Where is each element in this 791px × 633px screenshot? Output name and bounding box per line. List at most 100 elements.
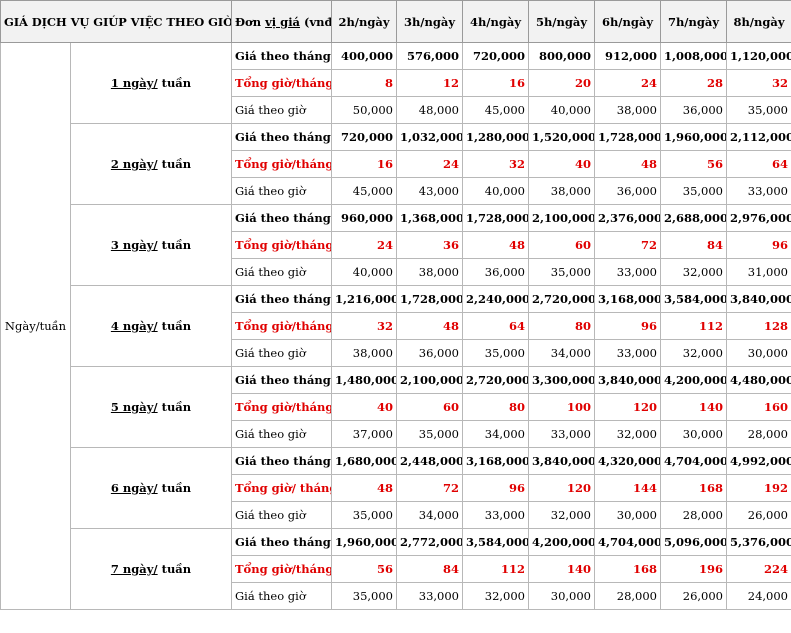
table-cell: 2,376,000 xyxy=(594,204,661,232)
row-label: Giá theo giờ xyxy=(231,501,332,529)
row-label: Giá theo tháng xyxy=(231,204,332,232)
table-cell: 1,680,000 xyxy=(331,447,397,475)
table-cell: 35,000 xyxy=(331,501,397,529)
hourly-price-row: Giá theo giờ 35,000 34,000 33,000 32,000 30,0… xyxy=(1,501,791,529)
table-cell: 168 xyxy=(660,474,727,502)
table-cell: 16 xyxy=(462,69,529,97)
col-header: 7h/ngày xyxy=(660,0,727,43)
hourly-price-row: Giá theo giờ 35,000 33,000 32,000 30,000 28,0… xyxy=(1,582,791,610)
monthly-price-row: 4 ngày/ tuần Giá theo tháng 1,216,000 1,728… xyxy=(1,285,791,367)
table-cell: 36 xyxy=(396,231,463,259)
days-per-week-label: 3 ngày/ tuần xyxy=(70,204,232,286)
table-cell: 3,300,000 xyxy=(528,366,595,394)
table-cell: 800,000 xyxy=(528,42,595,70)
table-cell: 33,000 xyxy=(594,339,661,367)
table-cell: 35,000 xyxy=(528,258,595,286)
table-cell: 72 xyxy=(396,474,463,502)
table-cell: 4,992,000 xyxy=(726,447,791,475)
table-cell: 96 xyxy=(462,474,529,502)
table-cell: 3,168,000 xyxy=(462,447,529,475)
table-cell: 2,720,000 xyxy=(528,285,595,313)
group-label: Ngày/tuần xyxy=(0,42,71,610)
row-label: Giá theo tháng xyxy=(231,123,332,151)
table-cell: 1,728,000 xyxy=(594,123,661,151)
table-title: GIÁ DỊCH VỤ GIÚP VIỆC THEO GIỜ xyxy=(0,0,232,43)
table-cell: 26,000 xyxy=(660,582,727,610)
table-cell: 20 xyxy=(528,69,595,97)
table-cell: 1,032,000 xyxy=(396,123,463,151)
table-cell: 34,000 xyxy=(528,339,595,367)
table-cell: 30,000 xyxy=(726,339,791,367)
table-cell: 40 xyxy=(331,393,397,421)
table-cell: 32,000 xyxy=(660,258,727,286)
table-cell: 48 xyxy=(462,231,529,259)
table-cell: 33,000 xyxy=(396,582,463,610)
table-cell: 38,000 xyxy=(594,96,661,124)
table-cell: 80 xyxy=(528,312,595,340)
row-label: Giá theo tháng xyxy=(231,366,332,394)
table-cell: 24 xyxy=(396,150,463,178)
col-header: 8h/ngày xyxy=(726,0,791,43)
table-cell: 120 xyxy=(528,474,595,502)
monthly-price-row: 2 ngày/ tuần Giá theo tháng 720,000 1,032,0… xyxy=(1,123,791,205)
table-cell: 32,000 xyxy=(660,339,727,367)
days-per-week-label: 2 ngày/ tuần xyxy=(70,123,232,205)
table-cell: 120 xyxy=(594,393,661,421)
table-cell: 32 xyxy=(331,312,397,340)
days-per-week-label: 4 ngày/ tuần xyxy=(70,285,232,367)
table-cell: 40,000 xyxy=(331,258,397,286)
table-cell: 2,688,000 xyxy=(660,204,727,232)
table-cell: 33,000 xyxy=(462,501,529,529)
table-cell: 1,280,000 xyxy=(462,123,529,151)
row-label: Tổng giờ/tháng xyxy=(231,393,332,421)
table-cell: 30,000 xyxy=(660,420,727,448)
table-cell: 60 xyxy=(396,393,463,421)
table-cell: 1,480,000 xyxy=(331,366,397,394)
table-cell: 400,000 xyxy=(331,42,397,70)
col-header: 3h/ngày xyxy=(396,0,463,43)
table-cell: 60 xyxy=(528,231,595,259)
row-label: Tổng giờ/tháng xyxy=(231,231,332,259)
col-header: 5h/ngày xyxy=(528,0,595,43)
col-header: 6h/ngày xyxy=(594,0,661,43)
monthly-price-row: 6 ngày/ tuần Giá theo tháng 1,680,000 2,448… xyxy=(1,447,791,529)
table-cell: 2,448,000 xyxy=(396,447,463,475)
table-cell: 32,000 xyxy=(594,420,661,448)
table-cell: 2,240,000 xyxy=(462,285,529,313)
row-label: Tổng giờ/tháng xyxy=(231,69,332,97)
table-cell: 4,480,000 xyxy=(726,366,791,394)
table-cell: 4,200,000 xyxy=(528,528,595,556)
hourly-price-row: Giá theo giờ 40,000 38,000 36,000 35,000 33,0… xyxy=(1,258,791,286)
table-cell: 84 xyxy=(396,555,463,583)
table-cell: 28 xyxy=(660,69,727,97)
table-cell: 196 xyxy=(660,555,727,583)
table-cell: 2,100,000 xyxy=(528,204,595,232)
table-cell: 56 xyxy=(331,555,397,583)
table-cell: 34,000 xyxy=(396,501,463,529)
table-cell: 3,840,000 xyxy=(594,366,661,394)
table-cell: 24 xyxy=(331,231,397,259)
table-cell: 64 xyxy=(462,312,529,340)
days-per-week-label: 1 ngày/ tuần xyxy=(70,42,232,124)
table-cell: 48,000 xyxy=(396,96,463,124)
table-cell: 35,000 xyxy=(331,582,397,610)
table-cell: 2,976,000 xyxy=(726,204,791,232)
table-cell: 33,000 xyxy=(594,258,661,286)
table-cell: 3,584,000 xyxy=(462,528,529,556)
days-per-week-label: 7 ngày/ tuần xyxy=(70,528,232,610)
row-label: Tổng giờ/tháng xyxy=(231,312,332,340)
table-cell: 33,000 xyxy=(726,177,791,205)
row-label: Giá theo giờ xyxy=(231,420,332,448)
table-cell: 38,000 xyxy=(528,177,595,205)
monthly-price-row: 7 ngày/ tuần Giá theo tháng 1,960,000 2,772… xyxy=(1,528,791,610)
table-cell: 40,000 xyxy=(528,96,595,124)
table-cell: 3,584,000 xyxy=(660,285,727,313)
table-cell: 3,840,000 xyxy=(726,285,791,313)
table-cell: 31,000 xyxy=(726,258,791,286)
table-cell: 38,000 xyxy=(331,339,397,367)
table-cell: 1,960,000 xyxy=(660,123,727,151)
table-cell: 45,000 xyxy=(331,177,397,205)
table-cell: 36,000 xyxy=(396,339,463,367)
table-cell: 28,000 xyxy=(726,420,791,448)
table-cell: 4,704,000 xyxy=(660,447,727,475)
